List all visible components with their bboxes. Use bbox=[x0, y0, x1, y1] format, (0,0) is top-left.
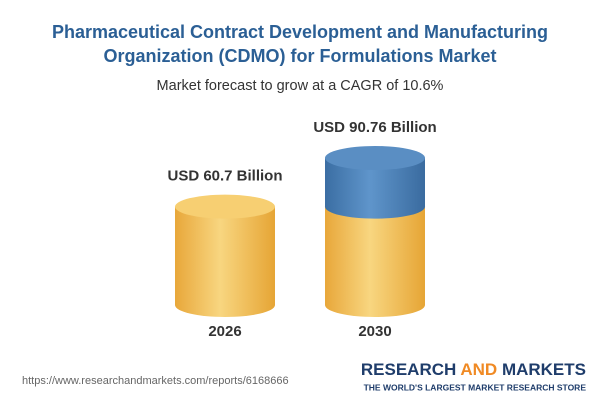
source-url: https://www.researchandmarkets.com/repor… bbox=[22, 375, 289, 387]
brand-part: AND bbox=[460, 360, 497, 379]
brand-part: MARKETS bbox=[497, 360, 586, 379]
tagline: THE WORLD'S LARGEST MARKET RESEARCH STOR… bbox=[364, 382, 587, 392]
x-tick-label: 2026 bbox=[208, 323, 241, 340]
chart-subtitle: Market forecast to grow at a CAGR of 10.… bbox=[156, 78, 444, 94]
cylinder-body bbox=[325, 206, 425, 305]
cylinder-bottom bbox=[175, 293, 275, 317]
cylinder-top bbox=[175, 194, 275, 219]
x-tick-label: 2030 bbox=[358, 323, 391, 340]
brand: RESEARCH AND MARKETS bbox=[361, 360, 586, 379]
cylinder-bottom bbox=[325, 293, 425, 317]
cylinder-bottom bbox=[325, 194, 425, 219]
brand-part: RESEARCH bbox=[361, 360, 461, 379]
cylinder bbox=[175, 194, 275, 317]
cylinder-top bbox=[325, 145, 425, 170]
cylinder bbox=[325, 145, 425, 317]
value-label: USD 60.7 Billion bbox=[167, 168, 282, 185]
chart-title: Pharmaceutical Contract Development and … bbox=[51, 22, 549, 66]
value-label: USD 90.76 Billion bbox=[313, 119, 436, 136]
cylinder-body bbox=[175, 206, 275, 305]
